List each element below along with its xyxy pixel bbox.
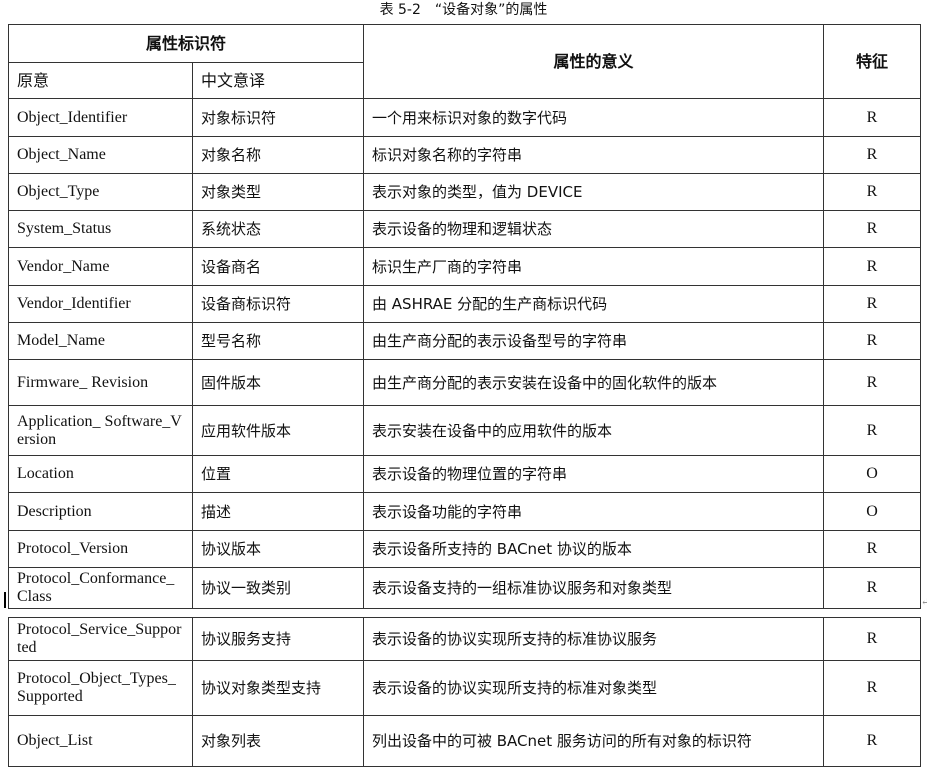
- property-feature: R: [823, 660, 921, 716]
- property-feature: R: [823, 210, 922, 248]
- property-chinese: 设备商名: [191, 247, 365, 286]
- property-original: Object_Identifier: [8, 98, 193, 137]
- table-row: Protocol_Service_Supported 协议服务支持 表示设备的协议实…: [8, 617, 921, 661]
- property-feature: R: [823, 359, 922, 406]
- property-original: Firmware_ Revision: [8, 359, 193, 406]
- property-feature: R: [823, 715, 921, 767]
- property-meaning: 表示设备功能的字符串: [363, 492, 825, 531]
- property-meaning: 标识生产厂商的字符串: [363, 247, 825, 286]
- property-chinese: 对象标识符: [191, 98, 365, 137]
- table-row: System_Status 系统状态 表示设备的物理和逻辑状态 R: [8, 210, 922, 248]
- property-meaning: 表示对象的类型，值为 DEVICE: [363, 173, 825, 211]
- property-chinese: 型号名称: [191, 322, 365, 360]
- property-meaning: 表示设备的物理和逻辑状态: [363, 210, 825, 248]
- header-feature: 特征: [823, 24, 922, 99]
- property-original: Protocol_Version: [8, 530, 193, 568]
- property-original: Location: [8, 455, 193, 493]
- property-feature: R: [823, 567, 922, 609]
- property-feature: R: [823, 98, 922, 137]
- property-original: Model_Name: [8, 322, 193, 360]
- property-original: Object_List: [8, 715, 193, 767]
- text-cursor: [4, 592, 6, 608]
- table-row: Model_Name 型号名称 由生产商分配的表示设备型号的字符串 R: [8, 322, 922, 360]
- table-row: Object_Name 对象名称 标识对象名称的字符串 R: [8, 136, 922, 174]
- property-chinese: 系统状态: [191, 210, 365, 248]
- table-row: Protocol_Version 协议版本 表示设备所支持的 BACnet 协议的版…: [8, 530, 922, 568]
- property-meaning: 由生产商分配的表示设备型号的字符串: [363, 322, 825, 360]
- table-row: Description 描述 表示设备功能的字符串 O: [8, 492, 922, 531]
- table-row: Object_List 对象列表 列出设备中的可被 BACnet 服务访问的所有对象…: [8, 715, 921, 767]
- device-object-properties-table: 属性标识符 属性的意义 特征 原意 中文意译 Object_Identifier…: [7, 24, 922, 609]
- table-row: Protocol_Conformance_Class 协议一致类别 表示设备支持的一…: [8, 567, 922, 609]
- property-original: Description: [8, 492, 193, 531]
- property-chinese: 对象列表: [192, 715, 364, 767]
- property-chinese: 固件版本: [191, 359, 365, 406]
- property-meaning: 表示设备所支持的 BACnet 协议的版本: [363, 530, 825, 568]
- property-chinese: 协议版本: [191, 530, 365, 568]
- property-meaning: 标识对象名称的字符串: [363, 136, 825, 174]
- property-chinese: 对象名称: [191, 136, 365, 174]
- property-original: Protocol_Object_Types_Supported: [8, 660, 193, 716]
- table-row: Location 位置 表示设备的物理位置的字符串 O: [8, 455, 922, 493]
- property-original: Vendor_Identifier: [8, 285, 193, 323]
- property-chinese: 位置: [191, 455, 365, 493]
- property-feature: R: [823, 285, 922, 323]
- header-meaning: 属性的意义: [363, 24, 825, 99]
- property-feature: R: [823, 247, 922, 286]
- property-original: Protocol_Service_Supported: [8, 617, 193, 661]
- property-original: Vendor_Name: [8, 247, 193, 286]
- property-feature: R: [823, 530, 922, 568]
- table-row: Vendor_Identifier 设备商标识符由 ASHRAE 分配的生产商标识…: [8, 285, 922, 323]
- table-row: Vendor_Name 设备商名 标识生产厂商的字符串 R: [8, 247, 922, 286]
- property-feature: O: [823, 455, 922, 493]
- property-feature: R: [823, 173, 922, 211]
- property-meaning: 由生产商分配的表示安装在设备中的固化软件的版本: [363, 359, 825, 406]
- table-row: Application_ Software_Version 应用软件版本 表示安装在…: [8, 405, 922, 456]
- property-chinese: 设备商标识符: [191, 285, 365, 323]
- header-original: 原意: [8, 62, 193, 99]
- property-chinese: 协议服务支持: [192, 617, 364, 661]
- header-chinese: 中文意译: [191, 62, 365, 99]
- table-row: Object_Identifier 对象标识符 一个用来标识对象的数字代码 R: [8, 98, 922, 137]
- property-meaning: 由 ASHRAE 分配的生产商标识代码: [363, 285, 825, 323]
- property-feature: R: [823, 322, 922, 360]
- property-meaning: 表示设备支持的一组标准协议服务和对象类型: [363, 567, 825, 609]
- header-identifier: 属性标识符: [7, 24, 365, 63]
- property-meaning: 一个用来标识对象的数字代码: [363, 98, 825, 137]
- paragraph-mark-icon: ↵: [921, 597, 927, 608]
- property-original: Protocol_Conformance_Class: [8, 567, 193, 609]
- property-original: System_Status: [8, 210, 193, 248]
- property-original: Object_Name: [8, 136, 193, 174]
- property-chinese: 协议对象类型支持: [192, 660, 364, 716]
- property-meaning: 列出设备中的可被 BACnet 服务访问的所有对象的标识符: [363, 715, 824, 767]
- property-chinese: 协议一致类别: [191, 567, 365, 609]
- property-feature: O: [823, 492, 922, 531]
- property-chinese: 描述: [191, 492, 365, 531]
- property-feature: R: [823, 405, 922, 456]
- table-row: Protocol_Object_Types_Supported 协议对象类型支持表…: [8, 660, 921, 716]
- property-meaning: 表示设备的协议实现所支持的标准协议服务: [363, 617, 824, 661]
- table-row: Object_Type 对象类型 表示对象的类型，值为 DEVICE R: [8, 173, 922, 211]
- property-feature: R: [823, 136, 922, 174]
- property-original: Object_Type: [8, 173, 193, 211]
- property-chinese: 对象类型: [191, 173, 365, 211]
- property-meaning: 表示设备的物理位置的字符串: [363, 455, 825, 493]
- property-meaning: 表示安装在设备中的应用软件的版本: [363, 405, 825, 456]
- table-caption: 表 5-2 “设备对象”的属性: [379, 2, 548, 18]
- property-feature: R: [823, 617, 921, 661]
- device-object-properties-table-continued: Protocol_Service_Supported 协议服务支持 表示设备的协议实…: [8, 617, 921, 767]
- property-meaning: 表示设备的协议实现所支持的标准对象类型: [363, 660, 824, 716]
- table-row: Firmware_ Revision 固件版本 由生产商分配的表示安装在设备中的固化…: [8, 359, 922, 406]
- property-chinese: 应用软件版本: [191, 405, 365, 456]
- property-original: Application_ Software_Version: [8, 405, 193, 456]
